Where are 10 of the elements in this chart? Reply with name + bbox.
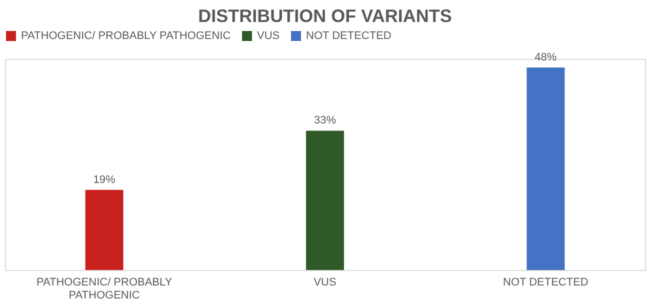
x-tick-label: PATHOGENIC/ PROBABLY PATHOGENIC [36, 276, 173, 302]
legend-label: NOT DETECTED [306, 30, 392, 42]
legend-label: VUS [257, 30, 280, 42]
x-tick-label: NOT DETECTED [503, 276, 588, 288]
data-label: 19% [93, 174, 116, 186]
x-tick-label: VUS [314, 276, 336, 288]
legend-label: PATHOGENIC/ PROBABLY PATHOGENIC [21, 30, 231, 42]
data-label: 48% [534, 51, 557, 64]
data-label: 33% [314, 114, 336, 127]
chart-title: DISTRIBUTION OF VARIANTS [198, 6, 452, 26]
